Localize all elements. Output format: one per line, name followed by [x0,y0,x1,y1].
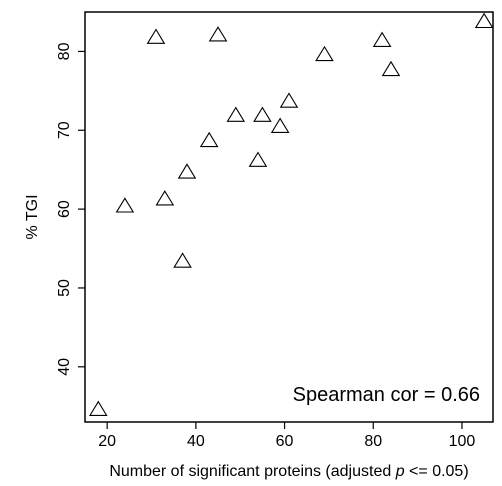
y-axis: 40 50 60 70 80 [56,42,85,376]
y-tick-label: 80 [56,42,73,60]
data-point-triangle [381,60,401,77]
data-point-triangle [253,106,272,122]
y-tick-label: 60 [56,200,73,218]
y-axis-label: % TGI [24,194,41,239]
x-axis: 20 40 60 80 100 [98,422,475,450]
y-tick-label: 40 [56,358,73,376]
data-point-triangle [226,106,246,122]
x-tick-label: 100 [449,433,476,450]
y-tick-label: 70 [56,121,73,139]
data-points [89,12,494,416]
data-point-triangle [208,26,228,42]
data-point-triangle [279,92,299,108]
spearman-annotation: Spearman cor = 0.66 [293,384,480,406]
data-point-triangle [199,131,219,148]
data-point-triangle [315,45,334,62]
data-point-triangle [89,400,108,416]
x-axis-label-suffix: <= 0.05) [405,463,469,480]
x-axis-label-prefix: Number of significant proteins (adjusted [109,463,395,480]
x-tick-label: 80 [364,433,382,450]
data-point-triangle [115,197,135,213]
x-axis-label-italic: p [395,463,405,480]
data-point-triangle [173,252,192,268]
plot-frame [84,11,494,423]
x-tick-label: 60 [276,433,294,450]
data-point-triangle [177,163,197,179]
x-tick-label: 20 [98,433,116,450]
x-axis-label: Number of significant proteins (adjusted… [109,463,468,480]
data-point-triangle [474,12,494,29]
data-point-triangle [146,28,166,44]
data-point-triangle [155,190,175,206]
data-point-triangle [372,31,392,47]
data-point-triangle [248,151,268,167]
y-tick-label: 50 [56,279,73,297]
x-tick-label: 40 [187,433,205,450]
data-point-triangle [270,117,290,133]
